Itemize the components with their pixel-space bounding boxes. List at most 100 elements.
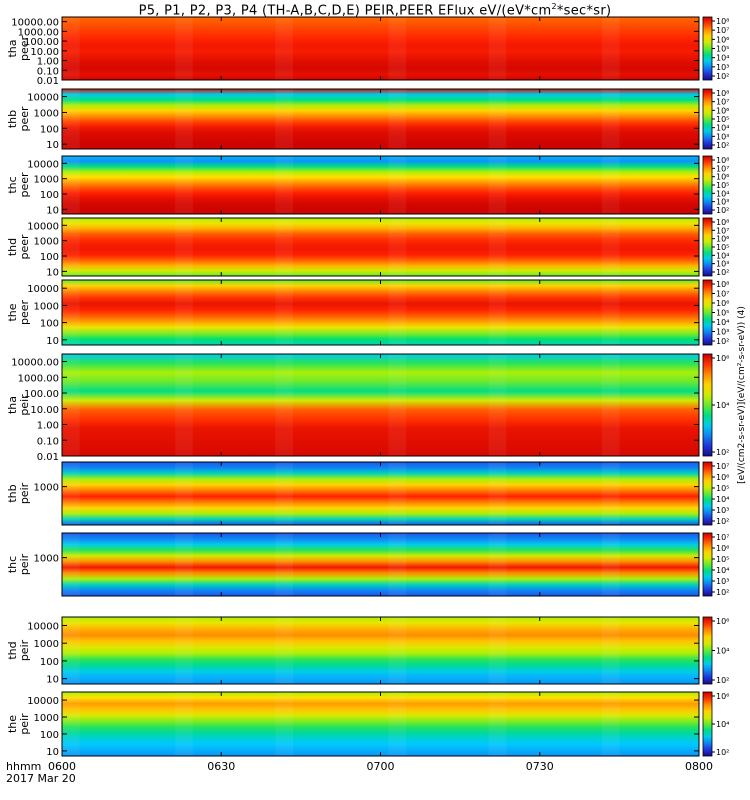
panel-thc-peer-texture	[388, 156, 407, 214]
panel-thb-peer-texture	[175, 89, 193, 149]
panel-thb-peir-cb-tick-label: 10⁵	[716, 484, 729, 493]
panel-thd-peer-cb-tick-label: 10⁵	[716, 243, 729, 252]
panel-the-peir-cb-tick-label: 10⁶	[716, 692, 729, 701]
panel-the-peer-ytick-label: 10000	[27, 284, 59, 295]
panel-tha-peir-texture	[388, 354, 407, 456]
panel-thc-peir-texture	[488, 533, 507, 596]
panel-tha-peer-ytick-label: 100.00	[24, 37, 59, 48]
panel-the-peer-texture	[601, 280, 620, 345]
panel-tha-peer-cb-tick-label: 10⁴	[716, 54, 729, 63]
panel-thd-peir-cb-tick-label: 10⁶	[716, 617, 729, 626]
panel-the-peir-cb-tick-label: 10⁴	[716, 720, 729, 729]
x-tick-label: 0730	[526, 760, 554, 773]
panel-the-peer-ylabel-line1: the	[6, 303, 19, 321]
panel-tha-peir-cb-tick-label: 10²	[716, 448, 729, 457]
panel-thd-peer-ytick-label: 100	[40, 252, 59, 263]
panel-the-peir-ytick-label: 10	[46, 747, 59, 758]
panel-thc-peer-cb-tick-label: 10⁷	[716, 164, 729, 173]
panel-thd-peir-ytick-label: 10000	[27, 621, 59, 632]
panel-thd-peir-cb-tick-label: 10²	[716, 676, 729, 685]
panel-thd-peir-colorbar	[702, 616, 713, 685]
panel-tha-peir-ytick-label: 1.00	[37, 421, 59, 432]
panel-thb-peer-ytick-label: 100	[40, 124, 59, 135]
panel-thc-peer-texture	[275, 156, 294, 214]
panel-the-peir-texture	[388, 692, 407, 756]
panel-the-peer-cb-tick-label: 10⁵	[716, 309, 729, 318]
panel-thd-peir-ytick-label: 1000	[34, 639, 59, 650]
panel-thc-peer-texture	[175, 156, 193, 214]
panel-tha-peir-cb-tick-label: 10⁶	[716, 354, 729, 363]
panel-thc-peir-spectrogram	[62, 533, 699, 596]
panel-thb-peer-texture	[388, 89, 407, 149]
title-text: P5, P1, P2, P3, P4 (TH-A,B,C,D,E) PEIR,P…	[138, 3, 552, 19]
panel-thd-peer-texture	[175, 218, 193, 276]
panel-thb-peer-cb-tick-label: 10²	[716, 141, 729, 150]
figure-title: P5, P1, P2, P3, P4 (TH-A,B,C,D,E) PEIR,P…	[0, 2, 750, 18]
panel-the-peer-cb-tick-label: 10³	[716, 328, 729, 337]
panel-thb-peer-texture	[62, 89, 80, 149]
panel-thc-peir-cb-tick-label: 10⁵	[716, 555, 729, 564]
panel-thc-peir-texture	[62, 533, 80, 596]
panel-the-peer-texture	[62, 280, 80, 345]
panel-tha-peer-ytick-label: 1.00	[37, 57, 59, 68]
panel-the-peer-cb-tick-label: 10²	[716, 337, 729, 346]
panel-thb-peer-cb-tick-label: 10⁶	[716, 106, 729, 115]
panel-the-peer-ylabel-line2: peer	[18, 300, 31, 326]
panel-tha-peir-spectrogram	[62, 354, 699, 456]
panel-thc-peer-texture	[62, 156, 80, 214]
panel-thd-peer-ytick-label: 1000	[34, 237, 59, 248]
panel-the-peir-spectrogram	[62, 692, 699, 756]
panel-the-peir-ylabel-line1: the	[6, 715, 19, 733]
panel-thb-peer-ytick-label: 1000	[34, 108, 59, 119]
panel-thd-peer-cb-tick-label: 10²	[716, 268, 729, 277]
panel-tha-peir-ylabel-line2: peir	[18, 394, 31, 416]
panel-the-peer-cb-tick-label: 10⁷	[716, 290, 729, 299]
panel-the-peir-ytick-label: 10000	[27, 696, 59, 707]
panel-thb-peir-colorbar	[702, 461, 713, 526]
panel-thb-peir-ylabel: thbpeir	[6, 482, 31, 504]
panel-thd-peer-texture	[488, 218, 507, 276]
panel-thc-peir-cb-tick-label: 10⁷	[716, 533, 729, 542]
panel-tha-peer-texture	[275, 17, 294, 80]
panel-thc-peir-cb-tick-label: 10²	[716, 588, 729, 597]
panel-tha-peir-texture	[275, 354, 294, 456]
panel-the-peer-cb-tick-label: 10⁴	[716, 318, 729, 327]
panel-thd-peer-ylabel: thdpeer	[6, 234, 31, 260]
panel-tha-peer-texture	[388, 17, 407, 80]
panel-thd-peer-texture	[275, 218, 294, 276]
panel-thd-peer-cb-tick-label: 10⁸	[716, 218, 729, 227]
panel-the-peer-cb-tick-label: 10⁶	[716, 299, 729, 308]
panel-thb-peer-texture	[601, 89, 620, 149]
panel-tha-peer-ytick-label: 1000.00	[18, 27, 59, 38]
panel-thb-peer-cb-tick-label: 10⁴	[716, 124, 729, 133]
panel-the-peer-spectrogram	[62, 280, 699, 345]
panel-tha-peir-ytick-label: 0.10	[37, 436, 59, 447]
panel-the-peer-texture	[175, 280, 193, 345]
panel-thc-peir-ylabel-line1: thc	[6, 556, 19, 573]
panel-thb-peer-ytick-label: 10	[46, 140, 59, 151]
panel-thd-peir-ytick-label: 100	[40, 657, 59, 668]
x-tick-label: 0800	[685, 760, 713, 773]
panel-thd-peir-ylabel-line2: peir	[18, 639, 31, 661]
panel-the-peir-cb-tick-label: 10²	[716, 748, 729, 757]
panel-thb-peir-texture	[388, 462, 407, 525]
x-tick-label: 0630	[207, 760, 235, 773]
panel-thb-peir-texture	[488, 462, 507, 525]
panel-tha-peer-cb-tick-label: 10⁵	[716, 45, 729, 54]
panel-the-peer-texture	[275, 280, 294, 345]
panel-thd-peir-cb-tick-label: 10⁴	[716, 647, 729, 656]
panel-the-peir-texture	[62, 692, 80, 756]
panel-thc-peer-ylabel-line2: peer	[18, 172, 31, 198]
panel-thb-peer-cb-tick-label: 10³	[716, 132, 729, 141]
panel-the-peer-texture	[388, 280, 407, 345]
panel-tha-peir-ytick-label: 0.01	[37, 452, 59, 463]
panel-thd-peir-ytick-label: 10	[46, 675, 59, 686]
panel-the-peir-texture	[601, 692, 620, 756]
panel-thc-peer-cb-tick-label: 10⁶	[716, 173, 729, 182]
x-tick-label: 0600	[48, 760, 76, 773]
panel-tha-peer-cb-tick-label: 10⁸	[716, 17, 729, 26]
panel-the-peer-ytick-label: 1000	[34, 301, 59, 312]
panel-the-peer-ytick-label: 10	[46, 336, 59, 347]
panel-thb-peer-texture	[488, 89, 507, 149]
